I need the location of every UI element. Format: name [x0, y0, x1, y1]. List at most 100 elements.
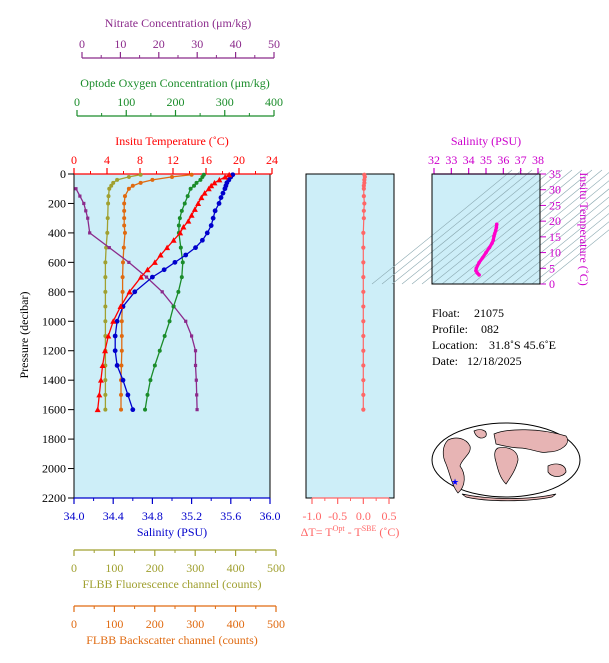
fluorescence-tick-label: 300 [186, 561, 204, 575]
pressure-tick-label: 1800 [42, 432, 66, 446]
pressure-tick-label: 2000 [42, 462, 66, 476]
profile-point [115, 177, 120, 182]
float-value: 21075 [474, 306, 504, 320]
ts-point [494, 222, 499, 227]
temperature-point [170, 237, 177, 243]
temperature-point [99, 362, 106, 368]
profile-point [125, 392, 131, 398]
oxygen-tick-label: 400 [265, 95, 283, 109]
salinity-tick-label: 34.0 [64, 509, 85, 523]
temperature-tick-label: 16 [200, 153, 212, 167]
nitrate-point [160, 290, 164, 294]
density-contour [511, 204, 609, 285]
profile-point [119, 348, 124, 353]
backscatter-tick-label: 100 [105, 617, 123, 631]
pressure-tick-label: 0 [60, 167, 66, 181]
ts-temperature-tick-label: 25 [549, 198, 561, 212]
temperature-point [144, 266, 151, 273]
temperature-point [96, 391, 103, 398]
ts-salinity-tick-label: 35 [480, 153, 492, 167]
nitrate-point [82, 201, 86, 206]
profile-point [208, 223, 214, 228]
profile-point [122, 194, 127, 199]
delta-tick-label: -0.5 [328, 509, 347, 523]
profile-point [212, 208, 218, 214]
profile-point [179, 275, 184, 280]
density-contour [441, 169, 583, 285]
oxygen-tick-label: 200 [167, 95, 185, 109]
nitrate-tick-label: 50 [268, 37, 280, 51]
delta-point [361, 392, 366, 398]
pressure-tick-label: 200 [48, 196, 66, 210]
density-contour [471, 172, 609, 285]
density-contour [391, 169, 533, 285]
profile-point [103, 275, 108, 280]
ts-point [493, 228, 498, 233]
profile-point [103, 304, 108, 309]
delta-point [361, 289, 366, 294]
temperature-point [188, 212, 195, 218]
profile-point [119, 363, 124, 368]
temperature-point [185, 218, 192, 224]
density-contour [521, 213, 609, 285]
float-label: Float: [432, 306, 460, 320]
density-contour [421, 169, 563, 285]
delta-point [361, 407, 366, 412]
delta-title-prefix: ΔT= T [301, 525, 334, 539]
density-contour [411, 169, 553, 285]
profile-point [176, 223, 181, 228]
delta-tick-label: 0.5 [382, 509, 397, 523]
delta-title-sup2: SBE [362, 524, 377, 533]
delta-title-mid: - T [345, 525, 363, 539]
fluorescence-tick-label: 500 [267, 561, 285, 575]
ts-point [480, 256, 485, 260]
profile-point [200, 174, 205, 179]
nitrate-tick-label: 40 [230, 37, 242, 51]
profile-point [188, 186, 193, 191]
delta-point [361, 245, 366, 250]
profile-point [180, 260, 185, 265]
ts-temperature-tick-label: 15 [549, 230, 561, 244]
nitrate-tick-label: 10 [114, 37, 126, 51]
profile-point [114, 318, 120, 324]
profile-point [171, 304, 176, 309]
nitrate-point [144, 275, 149, 279]
delta-point [361, 193, 366, 199]
profile-point [106, 201, 111, 206]
pressure-tick-label: 1600 [42, 403, 66, 417]
ts-temperature-axis-title: Insitu Temperature (˚C) [577, 172, 591, 286]
delta-point [361, 260, 366, 265]
profile-point [103, 289, 108, 294]
density-contour [491, 188, 609, 285]
delta-point [361, 304, 366, 309]
delta-axis-title: ΔT= TOpt - TSBE (˚C) [301, 524, 400, 539]
ts-temperature-tick-label: 0 [549, 277, 555, 291]
nitrate-point [190, 334, 194, 338]
pressure-tick-label: 2200 [42, 491, 66, 505]
ts-point [487, 245, 492, 250]
profile-point [112, 348, 118, 354]
delta-point [361, 333, 366, 339]
profile-point [152, 363, 157, 368]
nitrate-point [194, 378, 198, 382]
date-value: 12/18/2025 [467, 354, 522, 368]
ts-point [474, 266, 479, 271]
temperature-point [211, 179, 218, 186]
profile-point [162, 334, 167, 338]
profile-point [121, 245, 126, 250]
profile-point [122, 201, 127, 206]
profile-point [177, 216, 182, 221]
temperature-tick-label: 12 [167, 153, 179, 167]
ts-point [494, 225, 499, 230]
temperature-point [97, 377, 104, 383]
backscatter-tick-label: 500 [267, 617, 285, 631]
temperature-point [222, 173, 229, 180]
fluorescence-axis-title: FLBB Fluorescence channel (counts) [83, 577, 262, 591]
profile-point [122, 230, 127, 235]
map-land-africa [494, 447, 519, 485]
fluorescence-tick-label: 400 [227, 561, 245, 575]
profile-point [192, 183, 197, 188]
profile-value: 082 [481, 322, 499, 336]
temperature-point [177, 229, 184, 236]
profile-point [122, 208, 127, 213]
